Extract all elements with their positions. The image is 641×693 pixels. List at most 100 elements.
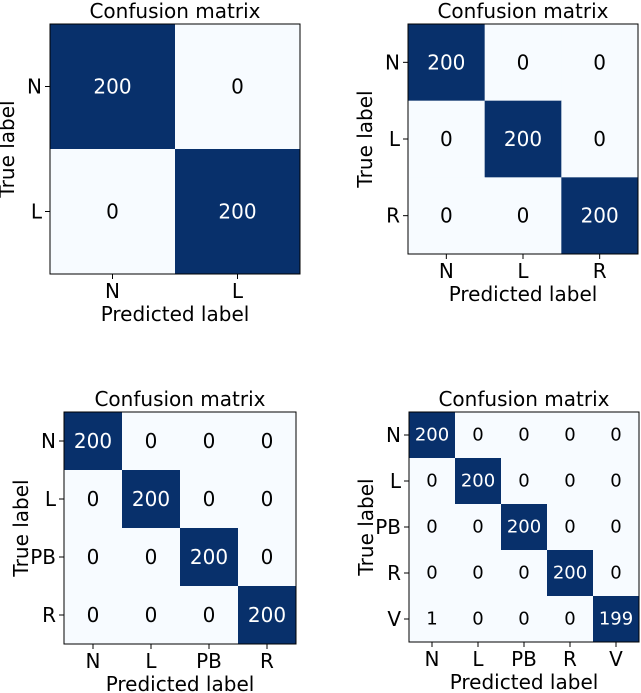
cell-value-label: 0 (472, 425, 483, 446)
heatmap-cell (50, 149, 176, 275)
cell-value-label: 0 (145, 429, 158, 453)
heatmap-cell (593, 412, 640, 459)
cell-value-label: 0 (518, 471, 529, 492)
cell-value-label: 0 (593, 127, 606, 151)
cell-value-label: 0 (261, 545, 274, 569)
heatmap-cell (455, 504, 502, 551)
cell-value-label: 200 (507, 517, 541, 538)
cell-value-label: 0 (518, 563, 529, 584)
y-axis-label: True label (0, 100, 19, 198)
cell-value-label: 0 (564, 609, 575, 630)
chart-title: Confusion matrix (94, 387, 265, 411)
heatmap-cell (484, 100, 562, 178)
y-tick-label: PB (30, 545, 56, 569)
x-tick-label: R (563, 647, 577, 671)
heatmap-cell (408, 24, 486, 102)
x-tick-label: L (145, 649, 157, 673)
x-tick-label: N (86, 649, 101, 673)
heatmap-cell (455, 412, 502, 459)
cell-value-label: 200 (248, 603, 286, 627)
cell-value-label: 200 (132, 487, 170, 511)
cell-value-label: 0 (145, 545, 158, 569)
cell-value-label: 0 (472, 609, 483, 630)
heatmap-cell (180, 412, 239, 471)
cell-value-label: 0 (440, 204, 453, 228)
x-tick-label: PB (196, 649, 222, 673)
heatmap-cell (484, 24, 562, 102)
cell-value-label: 0 (564, 425, 575, 446)
cell-value-label: 200 (553, 563, 587, 584)
cell-value-label: 1 (426, 609, 437, 630)
heatmap-cell (409, 504, 456, 551)
cell-value-label: 200 (461, 471, 495, 492)
heatmap-cell (484, 177, 562, 255)
y-tick-label: R (42, 603, 56, 627)
cell-value-label: 200 (415, 425, 449, 446)
cell-value-label: 0 (87, 545, 100, 569)
x-tick-label: N (105, 279, 120, 303)
y-tick-label: L (45, 487, 57, 511)
y-axis-label: True label (354, 478, 378, 576)
cell-value-label: 0 (472, 563, 483, 584)
cell-value-label: 0 (145, 603, 158, 627)
cell-value-label: 0 (610, 517, 621, 538)
heatmap-cell (409, 550, 456, 597)
heatmap-cell (455, 596, 502, 643)
cell-value-label: 0 (261, 487, 274, 511)
heatmap-cell (547, 412, 594, 459)
heatmap-cell (238, 586, 297, 645)
y-tick-label: V (387, 607, 401, 631)
plot-frame (63, 411, 297, 645)
cell-value-label: 200 (93, 75, 131, 99)
heatmap-cell (561, 177, 639, 255)
heatmap-cell (547, 550, 594, 597)
cell-value-label: 0 (610, 563, 621, 584)
y-tick-label: N (386, 423, 401, 447)
heatmap-cell (561, 100, 639, 178)
cell-value-label: 0 (87, 487, 100, 511)
cell-value-label: 0 (564, 517, 575, 538)
y-tick-label: PB (375, 515, 401, 539)
cell-value-label: 0 (518, 609, 529, 630)
heatmap-cell (64, 412, 123, 471)
cell-value-label: 0 (472, 517, 483, 538)
heatmap-cell (409, 412, 456, 459)
heatmap-cell (501, 550, 548, 597)
heatmap-cell (409, 596, 456, 643)
x-axis-label: Predicted label (449, 282, 598, 306)
heatmap-cell (180, 470, 239, 529)
y-tick-label: R (386, 204, 400, 228)
y-axis-label: True label (353, 90, 377, 188)
x-tick-label: L (517, 259, 529, 283)
cell-value-label: 199 (599, 609, 633, 630)
cell-value-label: 0 (610, 471, 621, 492)
heatmap-cell (122, 412, 181, 471)
heatmap-cell (547, 504, 594, 551)
cell-value-label: 0 (517, 204, 530, 228)
x-tick-label: L (232, 279, 244, 303)
cell-value-label: 200 (427, 50, 465, 74)
heatmap-cell (501, 458, 548, 505)
cell-value-label: 0 (261, 429, 274, 453)
cell-value-label: 0 (518, 425, 529, 446)
cell-value-label: 200 (74, 429, 112, 453)
heatmap-cell (122, 586, 181, 645)
cell-value-label: 0 (440, 127, 453, 151)
chart-title: Confusion matrix (438, 387, 609, 411)
cell-value-label: 0 (203, 603, 216, 627)
heatmap-cell (180, 586, 239, 645)
cell-value-label: 200 (504, 127, 542, 151)
cell-value-label: 0 (426, 517, 437, 538)
heatmap-cell (593, 596, 640, 643)
y-axis-label: True label (9, 479, 33, 577)
y-tick-label: L (31, 200, 43, 224)
confusion-matrix-panel: Confusion matrix 200 0 0 0 0 0 200 0 0 0 0 0 200 0 0 0 0 0… (354, 387, 640, 693)
x-tick-label: N (425, 647, 440, 671)
heatmap-cell (408, 100, 486, 178)
heatmap-cell (238, 470, 297, 529)
heatmap-cell (408, 177, 486, 255)
x-axis-label: Predicted label (450, 670, 599, 693)
cell-value-label: 0 (593, 50, 606, 74)
